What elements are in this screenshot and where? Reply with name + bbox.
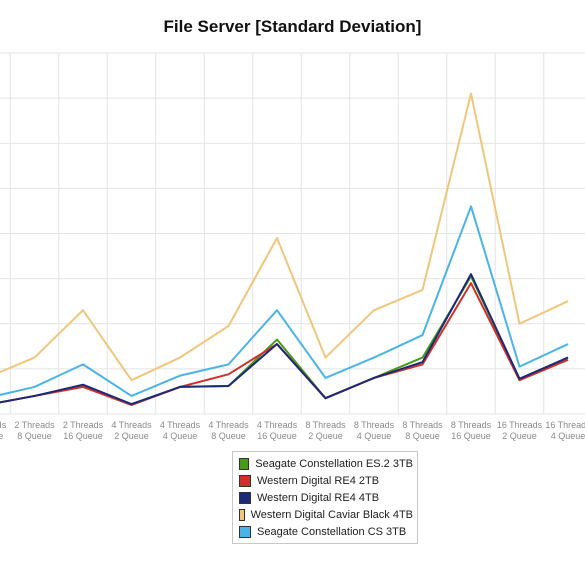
- x-tick-label: 16 Queue: [257, 431, 297, 441]
- x-tick-label: 4 Threads: [208, 420, 249, 430]
- x-tick-label: 8 Threads: [305, 420, 346, 430]
- series-line-4: [0, 205, 569, 397]
- x-tick-label: 8 Queue: [405, 431, 440, 441]
- legend-label: Western Digital Caviar Black 4TB: [250, 508, 413, 521]
- legend-label: Seagate Constellation ES.2 3TB: [255, 457, 413, 470]
- legend-label: Western Digital RE4 2TB: [257, 474, 380, 487]
- x-tick-label: 16 Threads: [545, 420, 585, 430]
- x-tick-label: 4 Threads: [160, 420, 201, 430]
- x-tick-label: 8 Threads: [354, 420, 395, 430]
- legend-item[interactable]: Western Digital RE4 4TB: [237, 489, 413, 506]
- x-tick-label: 2 Threads: [63, 420, 104, 430]
- legend: Seagate Constellation ES.2 3TB Western Di…: [232, 451, 418, 544]
- x-tick-label: 2 Threads: [14, 420, 55, 430]
- x-tick-label: 16 Threads: [497, 420, 543, 430]
- legend-swatch: [239, 491, 251, 504]
- x-tick-label: 4 Queue: [551, 431, 585, 441]
- horizontal-gridlines: [0, 52, 585, 415]
- legend-item[interactable]: Western Digital RE4 2TB: [237, 472, 413, 489]
- legend-label: Western Digital RE4 4TB: [257, 491, 380, 504]
- series-lines: [0, 92, 569, 406]
- legend-swatch: [239, 474, 251, 487]
- x-tick-label: 2 Queue: [114, 431, 149, 441]
- x-tick-label: 8 Threads: [402, 420, 443, 430]
- x-tick-label: 16 Queue: [451, 431, 491, 441]
- x-tick-label: 8 Queue: [211, 431, 246, 441]
- legend-swatch: [239, 508, 245, 521]
- legend-item[interactable]: Western Digital Caviar Black 4TB: [237, 506, 413, 523]
- x-tick-label: 8 Queue: [17, 431, 52, 441]
- x-tick-label: 4 Threads: [257, 420, 298, 430]
- legend-item[interactable]: Seagate Constellation ES.2 3TB: [237, 455, 413, 472]
- x-tick-label: 2 Threads: [0, 420, 7, 430]
- series-line-2: [0, 273, 569, 406]
- legend-item[interactable]: Seagate Constellation CS 3TB: [237, 523, 413, 540]
- legend-swatch: [239, 525, 251, 538]
- series-line-3: [0, 92, 569, 382]
- x-tick-label: 4 Queue: [163, 431, 198, 441]
- legend-swatch: [239, 457, 250, 470]
- x-tick-label: 4 Queue: [0, 431, 3, 441]
- chart-title: File Server [Standard Deviation]: [163, 17, 422, 36]
- x-tick-label: 8 Threads: [451, 420, 492, 430]
- x-tick-label: 4 Threads: [111, 420, 152, 430]
- x-tick-label: 4 Queue: [357, 431, 392, 441]
- x-tick-label: 16 Queue: [63, 431, 103, 441]
- legend-label: Seagate Constellation CS 3TB: [257, 525, 407, 538]
- x-tick-label: 2 Queue: [502, 431, 537, 441]
- x-tick-label: 2 Queue: [308, 431, 343, 441]
